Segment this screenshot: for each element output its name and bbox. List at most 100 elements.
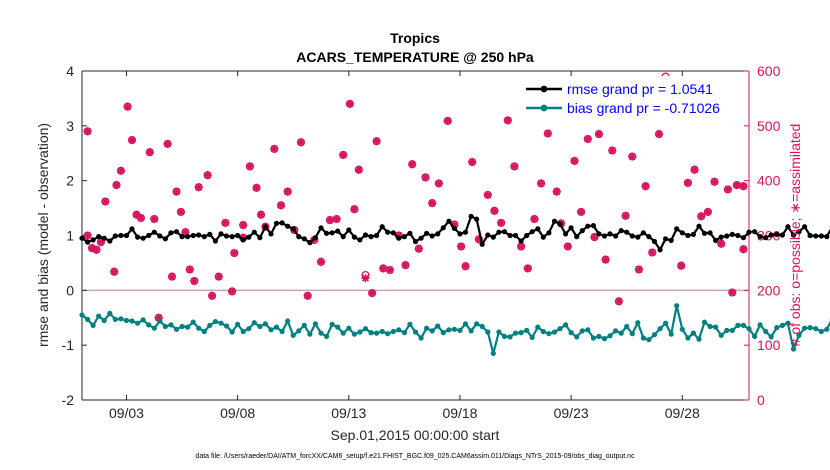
left-y-ticks: -2 -1 0 1 2 3 4 <box>62 63 87 408</box>
rmse-point <box>607 231 613 237</box>
rmse-point <box>668 237 674 243</box>
rmse-point <box>651 238 658 245</box>
obs-assimilated-marker <box>185 265 194 274</box>
rmse-point <box>329 230 335 236</box>
rmse-point <box>390 230 396 236</box>
bias-point <box>151 325 157 331</box>
bias-point <box>724 327 730 333</box>
rmse-point <box>418 235 424 241</box>
obs-assimilated-marker <box>517 242 526 251</box>
rmse-point <box>818 233 824 239</box>
bias-point <box>535 324 541 330</box>
obs-assimilated-marker <box>648 248 657 257</box>
rmse-point <box>429 233 435 239</box>
bias-point <box>146 322 152 328</box>
rmse-point <box>763 235 769 241</box>
bias-point <box>668 331 674 337</box>
rmse-point <box>290 226 296 232</box>
right-tick-label: 500 <box>757 118 781 134</box>
bias-point <box>701 319 708 325</box>
bias-point <box>507 334 513 340</box>
obs-assimilated-marker <box>461 262 470 271</box>
left-tick-label: 2 <box>66 173 74 189</box>
rmse-point <box>385 229 391 235</box>
rmse-point <box>307 240 313 246</box>
legend-rmse-marker <box>540 85 548 93</box>
rmse-point <box>740 235 747 241</box>
rmse-point <box>640 230 647 236</box>
obs-assimilated-marker <box>601 255 610 264</box>
rmse-point <box>601 233 608 239</box>
rmse-point <box>629 233 635 239</box>
bias-point <box>385 331 391 337</box>
bias-point <box>335 324 341 330</box>
rmse-point <box>501 229 507 235</box>
bias-point <box>618 330 624 336</box>
bias-point <box>824 326 830 332</box>
bias-point <box>512 330 519 336</box>
obs-assimilated-marker <box>523 264 532 273</box>
rmse-point <box>312 235 318 241</box>
rmse-point <box>412 238 419 245</box>
chart-title: Tropics <box>390 30 440 46</box>
rmse-point <box>296 234 302 240</box>
rmse-point <box>362 232 369 238</box>
rmse-point <box>340 234 346 240</box>
bias-point <box>546 331 552 337</box>
bias-point <box>446 327 452 333</box>
obs-assimilated-marker <box>372 137 381 146</box>
obs-assimilated-marker <box>345 99 354 108</box>
obs-assimilated-marker <box>728 288 737 297</box>
rmse-point <box>118 232 124 239</box>
rmse-point <box>635 234 641 240</box>
obs-assimilated-marker <box>483 190 492 199</box>
rmse-point <box>112 233 118 239</box>
obs-assimilated-marker <box>276 201 285 210</box>
bias-point <box>262 321 268 327</box>
rmse-point <box>129 226 135 232</box>
rmse-point <box>435 231 441 237</box>
right-y-axis-label: # of obs: o=possible; ∗=assimilated <box>787 124 803 347</box>
rmse-point <box>468 213 474 219</box>
obs-assimilated-marker <box>634 265 643 274</box>
x-tick-label: 09/08 <box>220 405 255 421</box>
rmse-line <box>81 215 830 251</box>
obs-assimilated-marker <box>228 287 237 296</box>
rmse-point <box>168 230 174 236</box>
rmse-point <box>785 224 791 230</box>
obs-assimilated-marker <box>428 199 437 208</box>
obs-assimilated-marker <box>450 220 459 229</box>
x-ticks: 09/03 09/08 09/13 09/18 09/23 09/28 <box>109 71 700 421</box>
obs-assimilated-marker <box>194 183 203 192</box>
rmse-point <box>813 233 819 239</box>
bias-point <box>802 325 808 331</box>
obs-assimilated-marker <box>96 238 105 247</box>
rmse-point <box>301 236 307 242</box>
rmse-point <box>318 225 324 231</box>
obs-assimilated-marker <box>163 139 172 148</box>
bias-point <box>657 326 663 332</box>
rmse-point <box>462 229 469 235</box>
rmse-point <box>618 228 624 234</box>
rmse-point <box>568 225 574 231</box>
obs-assimilated-marker <box>739 245 748 254</box>
bias-point <box>585 327 591 333</box>
obs-assimilated-marker <box>190 277 199 286</box>
obs-assimilated-marker <box>221 218 230 227</box>
bias-point <box>268 327 274 333</box>
rmse-point <box>574 234 580 240</box>
rmse-point <box>802 224 808 230</box>
bias-point <box>713 324 719 330</box>
bias-point <box>707 323 713 330</box>
obs-assimilated-marker <box>88 244 97 253</box>
rmse-point <box>457 231 463 237</box>
obs-assimilated-marker <box>379 264 388 273</box>
rmse-point <box>713 237 719 243</box>
bias-point <box>129 318 135 324</box>
left-tick-label: 0 <box>66 282 74 298</box>
rmse-point <box>490 234 496 240</box>
bias-point <box>640 335 647 341</box>
rmse-point <box>507 232 513 239</box>
obs-assimilated-marker <box>503 116 512 125</box>
bias-point <box>107 310 113 316</box>
